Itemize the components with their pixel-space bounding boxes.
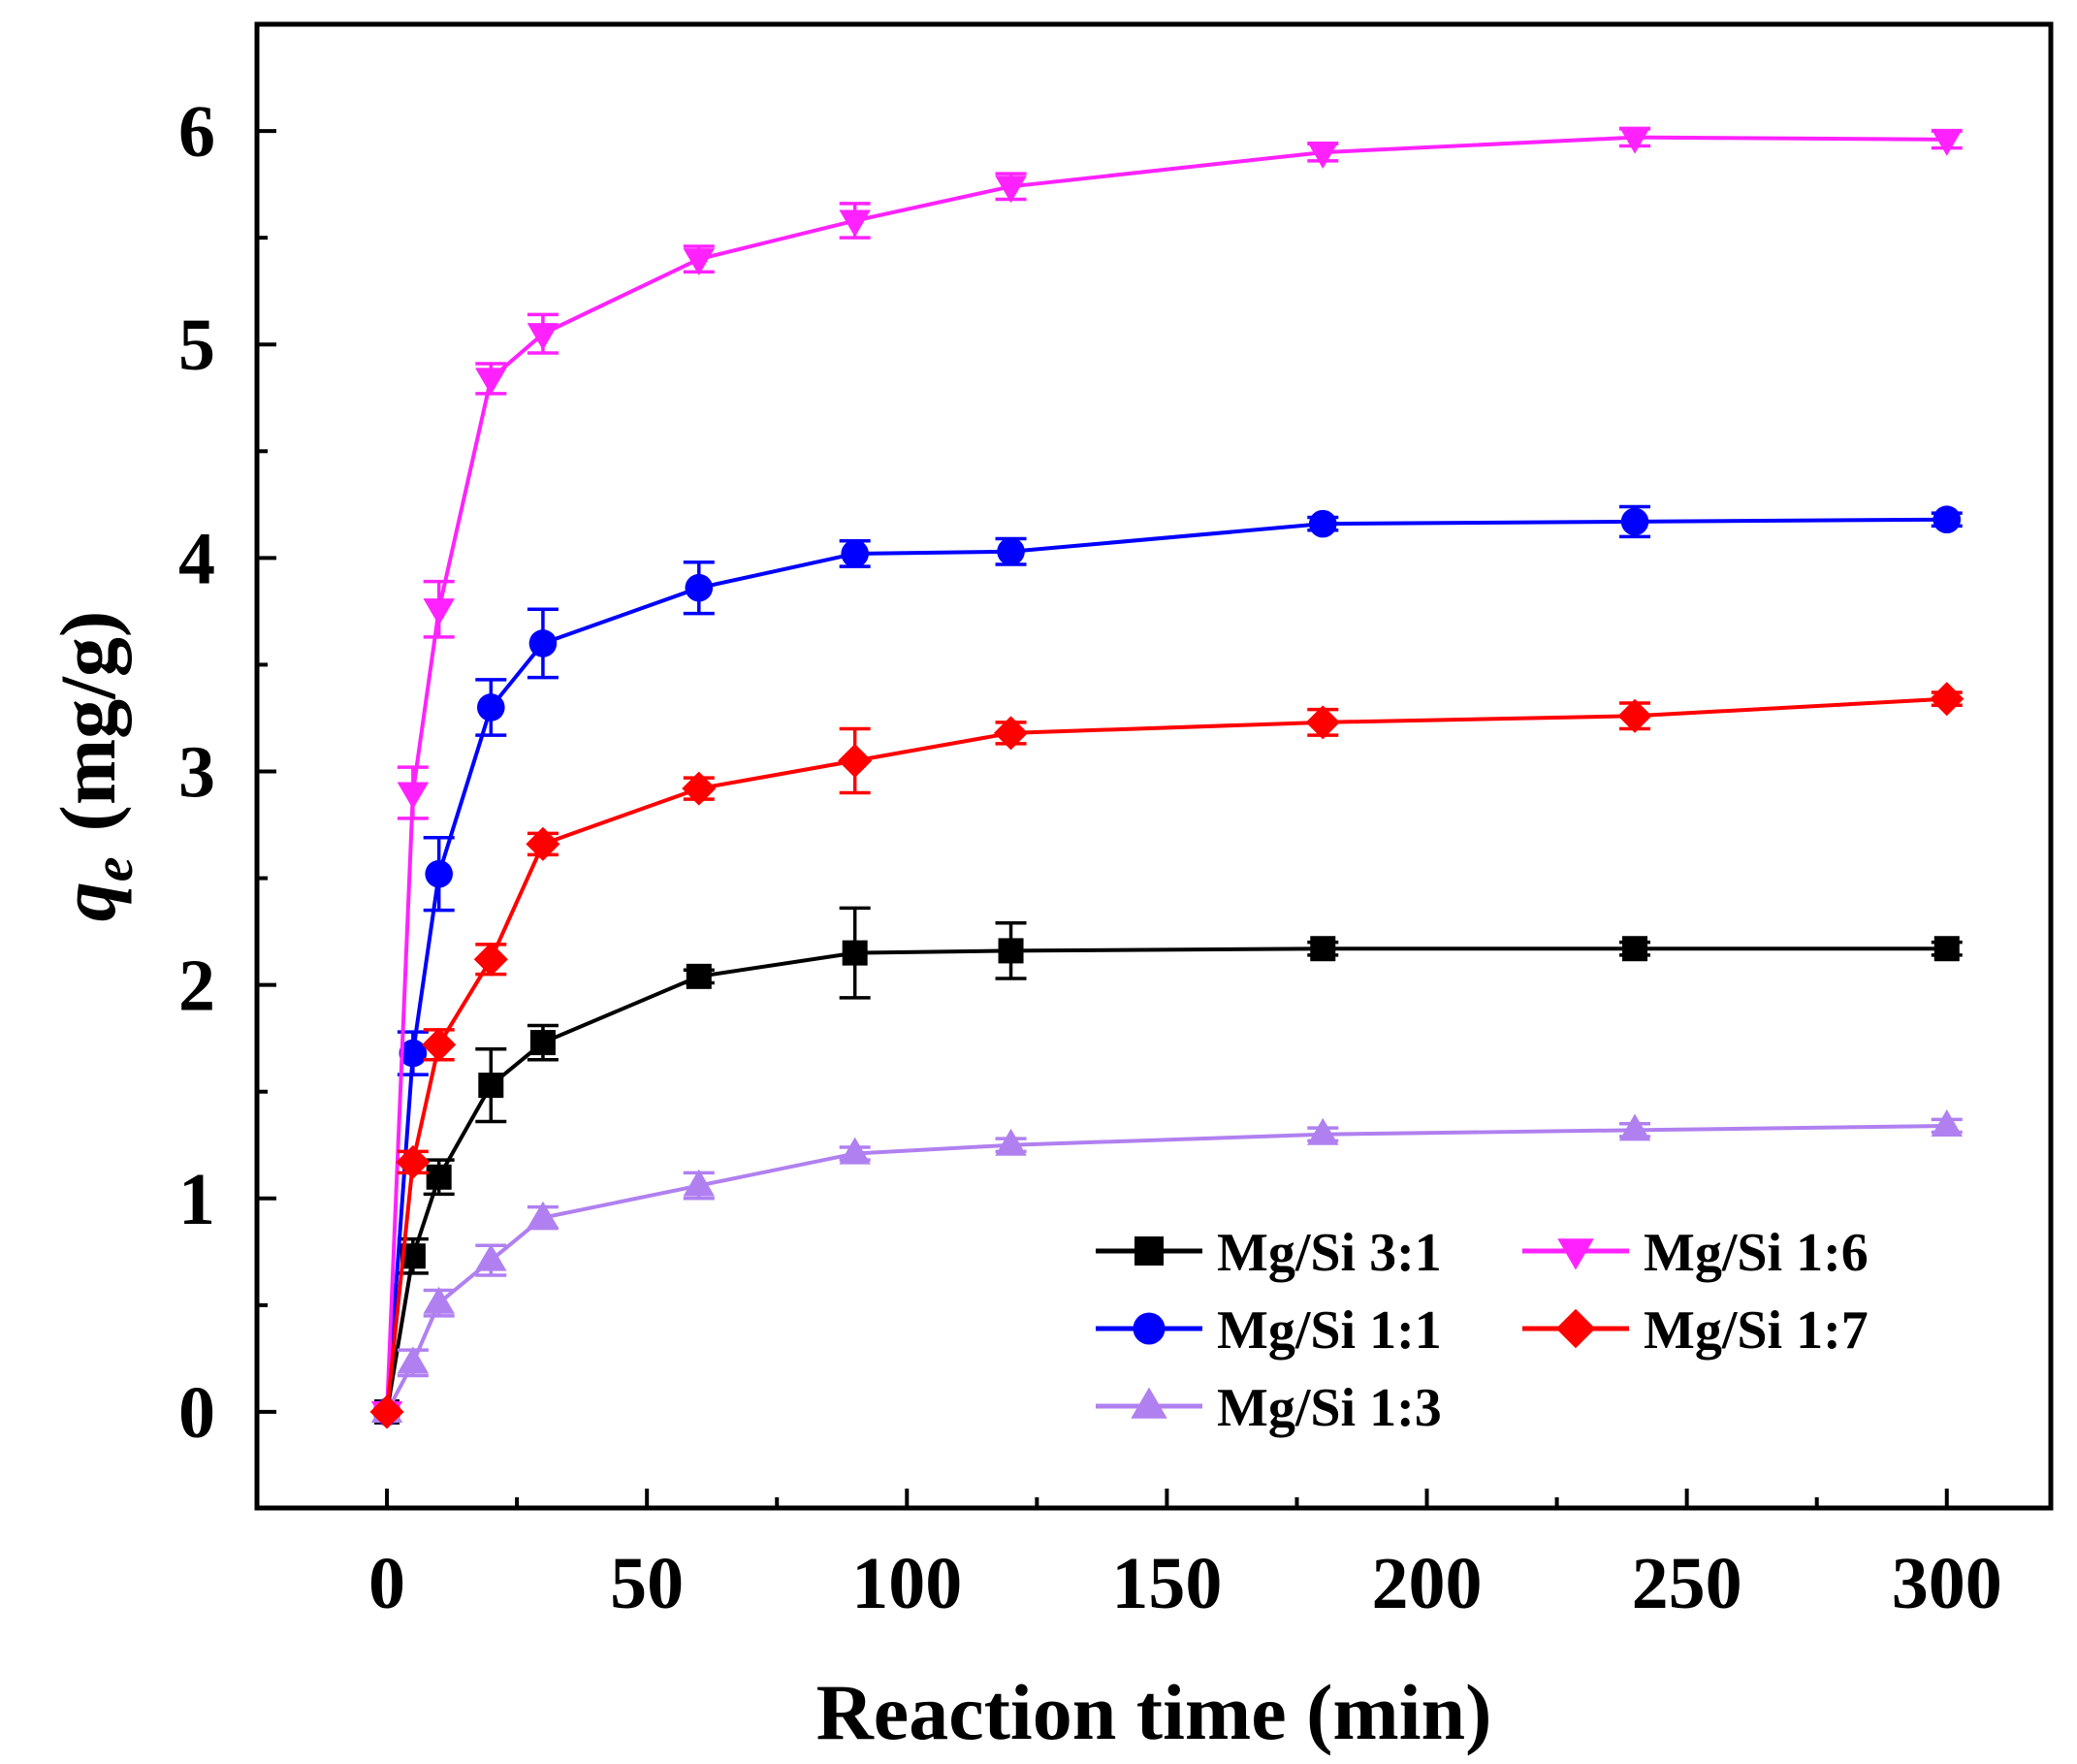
data-point (369, 1395, 404, 1429)
legend-label: Mg/Si 1:6 (1644, 1223, 1869, 1283)
data-point (426, 1164, 452, 1190)
legend-marker (1557, 1238, 1594, 1270)
y-tick-label: 6 (178, 91, 215, 173)
legend-label: Mg/Si 1:7 (1644, 1300, 1869, 1361)
data-point (478, 1073, 504, 1099)
data-point (1617, 698, 1652, 733)
legend: Mg/Si 3:1 Mg/Si 1:6 Mg/Si 1:1 Mg/Si 1:7 Mg/S… (1096, 1223, 1869, 1438)
y-tick-label: 4 (178, 518, 215, 599)
data-point (997, 537, 1025, 566)
data-point (527, 1201, 559, 1229)
data-point (396, 1144, 431, 1179)
data-point (841, 539, 869, 568)
data-point (477, 693, 505, 722)
legend-label: Mg/Si 3:1 (1217, 1223, 1442, 1283)
plot-frame (254, 21, 2054, 1511)
data-point (1933, 936, 1960, 962)
data-point (527, 323, 559, 351)
data-point (399, 1039, 428, 1068)
y-tick-label: 3 (178, 732, 215, 814)
x-tick-label: 300 (1892, 1543, 2002, 1624)
y-axis-title: qe (mg/g) (44, 611, 144, 921)
legend-item: Mg/Si 1:3 (1096, 1378, 1442, 1438)
legend-item: Mg/Si 1:1 (1096, 1300, 1442, 1361)
data-point (425, 859, 453, 888)
y-axis: 0 1 2 3 4 5 6 (178, 91, 276, 1454)
series-mg-si-3-1 (374, 906, 1963, 1425)
data-point (475, 368, 507, 396)
data-point (1310, 936, 1336, 962)
legend-marker (1133, 1312, 1166, 1345)
data-point (1305, 705, 1340, 740)
data-point (683, 248, 716, 276)
data-point (683, 1169, 716, 1197)
y-tick-label: 5 (178, 305, 215, 386)
data-point (993, 716, 1029, 751)
data-point (1620, 507, 1649, 536)
series-mg-si-1-7 (369, 682, 1965, 1429)
x-axis: 0 50 100 150 200 250 300 (368, 1489, 2002, 1624)
y-tick-label: 1 (178, 1159, 215, 1240)
data-point (995, 176, 1027, 204)
data-point (1307, 1117, 1339, 1145)
legend-marker (1131, 1387, 1167, 1419)
data-point (685, 573, 714, 602)
data-point (397, 1346, 430, 1374)
data-point (423, 1286, 455, 1314)
legend-marker (1555, 1308, 1596, 1349)
data-point (422, 1027, 457, 1062)
data-point (842, 940, 868, 966)
data-point (1308, 509, 1337, 538)
x-tick-label: 50 (610, 1543, 684, 1624)
data-point (526, 826, 560, 861)
legend-label: Mg/Si 1:3 (1217, 1378, 1442, 1438)
data-point (686, 963, 712, 989)
data-point (475, 1243, 507, 1271)
data-point (473, 942, 508, 977)
data-point (1931, 128, 1964, 156)
x-tick-label: 100 (851, 1543, 962, 1624)
x-tick-label: 0 (368, 1543, 405, 1624)
data-point (1931, 1109, 1964, 1137)
y-axis-unit: (mg/g) (44, 611, 132, 832)
data-point (998, 938, 1024, 964)
legend-item: Mg/Si 3:1 (1096, 1223, 1442, 1283)
x-tick-label: 200 (1372, 1543, 1483, 1624)
x-axis-title: Reaction time (min) (816, 1668, 1492, 1756)
data-point (397, 782, 430, 810)
plot-area (254, 21, 2054, 1511)
y-tick-label: 0 (178, 1372, 215, 1454)
y-axis-subscript: e (81, 856, 144, 882)
series-layer (369, 126, 1965, 1429)
series-mg-si-1-1 (372, 504, 1963, 1427)
data-point (1307, 142, 1339, 169)
legend-item: Mg/Si 1:7 (1522, 1300, 1869, 1361)
data-point (838, 743, 873, 779)
x-tick-label: 250 (1632, 1543, 1742, 1624)
data-point (423, 598, 455, 626)
data-point (1618, 1113, 1651, 1141)
data-point (839, 209, 871, 238)
data-point (529, 1030, 556, 1056)
data-point (528, 629, 558, 657)
data-point (1622, 936, 1648, 962)
legend-label: Mg/Si 1:1 (1217, 1300, 1442, 1361)
legend-marker (1134, 1236, 1164, 1266)
x-tick-label: 150 (1111, 1543, 1222, 1624)
y-axis-symbol: q (44, 882, 132, 921)
legend-item: Mg/Si 1:6 (1522, 1223, 1869, 1283)
y-tick-label: 2 (178, 946, 215, 1027)
series-mg-si-1-6 (370, 126, 1964, 1428)
data-point (1933, 505, 1962, 534)
data-point (1618, 126, 1651, 154)
data-point (1930, 682, 1965, 717)
data-point (839, 1137, 871, 1165)
data-point (682, 771, 717, 806)
data-point (995, 1128, 1027, 1156)
